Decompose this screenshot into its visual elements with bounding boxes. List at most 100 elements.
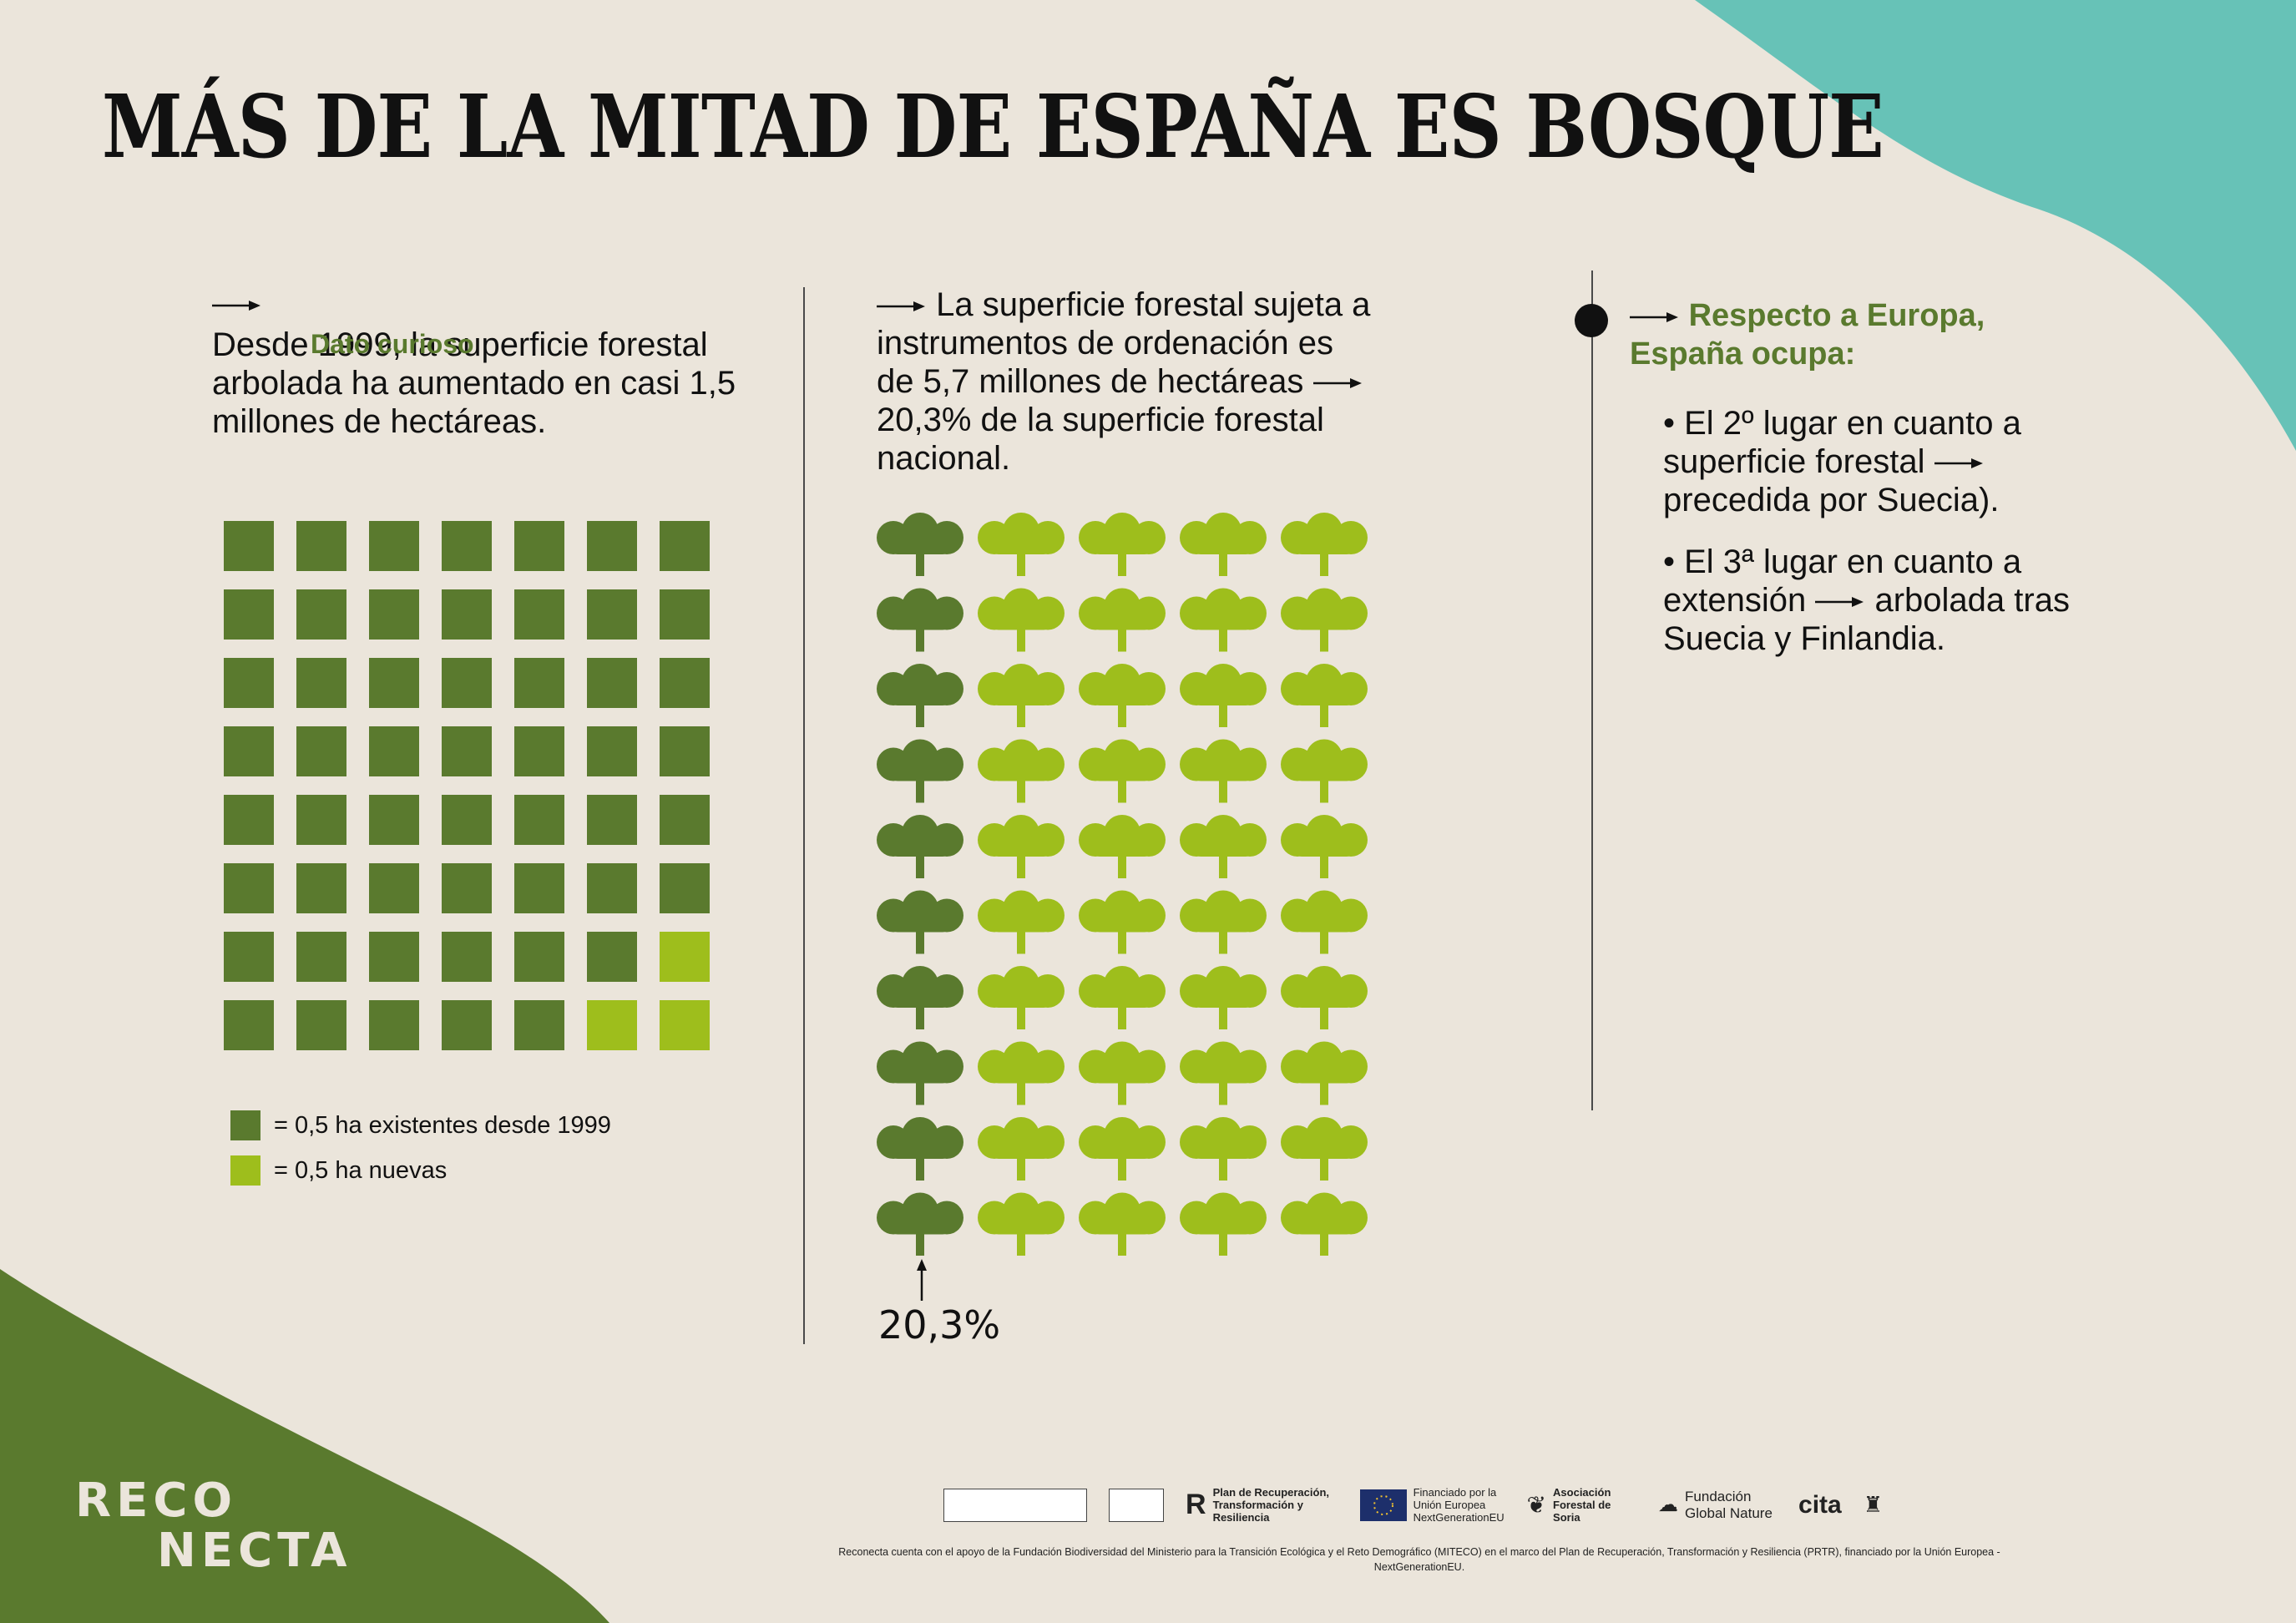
cita-text: cita <box>1798 1490 1842 1519</box>
percent-label: 20,3% <box>878 1302 1001 1347</box>
square-existing <box>660 795 710 845</box>
square-existing <box>514 726 564 776</box>
square-existing <box>514 521 564 571</box>
eu-logo: Financiado por la Unión Europea NextGene… <box>1359 1486 1505 1524</box>
bullet2-text-a: • El 3ª lugar en cuanto a extensión <box>1663 544 2022 619</box>
tree-icon <box>1281 739 1368 803</box>
tree-icon <box>1180 1192 1267 1256</box>
plan-recuperacion-logo: R Plan de Recuperación, Transformación y… <box>1186 1486 1338 1524</box>
tree-icon <box>1079 1117 1166 1181</box>
tree-icon <box>1079 1041 1166 1105</box>
square-existing <box>442 521 492 571</box>
hectare-square-grid <box>224 521 710 1050</box>
square-existing <box>587 863 637 913</box>
square-new <box>587 1000 637 1050</box>
tree-icon <box>978 1192 1065 1256</box>
tree-icon <box>1281 966 1368 1029</box>
legend-item-new: = 0,5 ha nuevas <box>230 1155 611 1186</box>
tree-icon <box>1079 664 1166 727</box>
square-existing <box>296 932 346 982</box>
tree-icon-grid <box>877 513 1368 1256</box>
tree-icon <box>1180 664 1267 727</box>
reconecta-logo: RECO NECTA <box>75 1476 351 1576</box>
square-existing <box>514 863 564 913</box>
arrow-icon <box>877 301 925 312</box>
legend-swatch-light <box>230 1155 260 1186</box>
square-existing <box>514 1000 564 1050</box>
tree-icon <box>1079 966 1166 1029</box>
square-existing <box>514 589 564 640</box>
square-existing <box>442 795 492 845</box>
eu-text: Financiado por la Unión Europea NextGene… <box>1413 1486 1505 1524</box>
europe-heading: Respecto a Europa, España ocupa: <box>1630 296 2064 373</box>
square-existing <box>296 658 346 708</box>
square-existing <box>660 521 710 571</box>
tree-icon <box>978 890 1065 954</box>
square-existing <box>296 726 346 776</box>
square-existing <box>660 726 710 776</box>
square-existing <box>296 795 346 845</box>
gobierno-logo <box>943 1488 1087 1522</box>
tree-icon <box>1180 815 1267 878</box>
arrow-icon <box>212 301 260 311</box>
square-new <box>660 1000 710 1050</box>
tree-icon <box>1079 588 1166 652</box>
square-new <box>660 932 710 982</box>
square-existing <box>587 726 637 776</box>
square-existing <box>514 795 564 845</box>
tree-icon <box>1180 1041 1267 1105</box>
plan-text: Plan de Recuperación, Transformación y R… <box>1212 1486 1329 1524</box>
tree-icon <box>978 966 1065 1029</box>
asociacion-forestal-logo: ❦ Asociación Forestal de Soria <box>1527 1486 1636 1524</box>
tree-icon-managed <box>877 890 963 954</box>
tree-icon <box>1180 890 1267 954</box>
europe-heading-text: Respecto a Europa, España ocupa: <box>1630 298 1985 372</box>
fundacion-text: Fundación Global Nature <box>1685 1488 1773 1521</box>
bullet1-text-a: • El 2º lugar en cuanto a superficie for… <box>1663 405 2021 480</box>
green-corner-shape <box>0 1269 609 1623</box>
tree-icon-managed <box>877 513 963 576</box>
r-emblem-icon: R <box>1186 1489 1206 1520</box>
square-existing <box>296 1000 346 1050</box>
square-existing <box>224 726 274 776</box>
fundacion-biodiversidad-logo <box>1109 1488 1164 1522</box>
legend-swatch-dark <box>230 1110 260 1140</box>
tree-icon <box>1079 890 1166 954</box>
square-existing <box>224 521 274 571</box>
gobierno-emblem-icon <box>943 1488 1087 1522</box>
square-existing <box>587 932 637 982</box>
square-existing <box>587 658 637 708</box>
tree-icon <box>1079 739 1166 803</box>
up-arrow-icon <box>917 1259 927 1301</box>
tree-icon <box>1281 815 1368 878</box>
square-existing <box>224 795 274 845</box>
square-existing <box>369 932 419 982</box>
tree-icon <box>1180 966 1267 1029</box>
legend-label-new: = 0,5 ha nuevas <box>274 1156 448 1184</box>
tree-icon <box>1281 664 1368 727</box>
tree-icon-managed <box>877 966 963 1029</box>
square-existing <box>369 863 419 913</box>
square-existing <box>442 932 492 982</box>
square-existing <box>224 1000 274 1050</box>
square-existing <box>224 932 274 982</box>
bullet-dot <box>1575 304 1608 337</box>
square-existing <box>369 589 419 640</box>
square-existing <box>369 521 419 571</box>
tree-icon <box>1281 890 1368 954</box>
column-divider <box>803 287 805 1344</box>
col2-text: La superficie forestal sujeta a instrume… <box>877 286 1378 478</box>
dato-curioso-label: Dato curioso <box>311 329 474 359</box>
ayuntamiento-logo: ♜ <box>1864 1492 1883 1518</box>
footer-note: Reconecta cuenta con el apoyo de la Fund… <box>838 1546 2000 1573</box>
square-existing <box>442 589 492 640</box>
biodiversidad-icon <box>1109 1488 1164 1522</box>
legend-label-existing: = 0,5 ha existentes desde 1999 <box>274 1111 611 1139</box>
arrow-icon <box>1815 597 1864 608</box>
tree-icon-managed <box>877 1117 963 1181</box>
square-existing <box>660 658 710 708</box>
square-existing <box>587 521 637 571</box>
square-existing <box>296 863 346 913</box>
tree-icon-managed <box>877 1041 963 1105</box>
tree-icon <box>1281 1041 1368 1105</box>
